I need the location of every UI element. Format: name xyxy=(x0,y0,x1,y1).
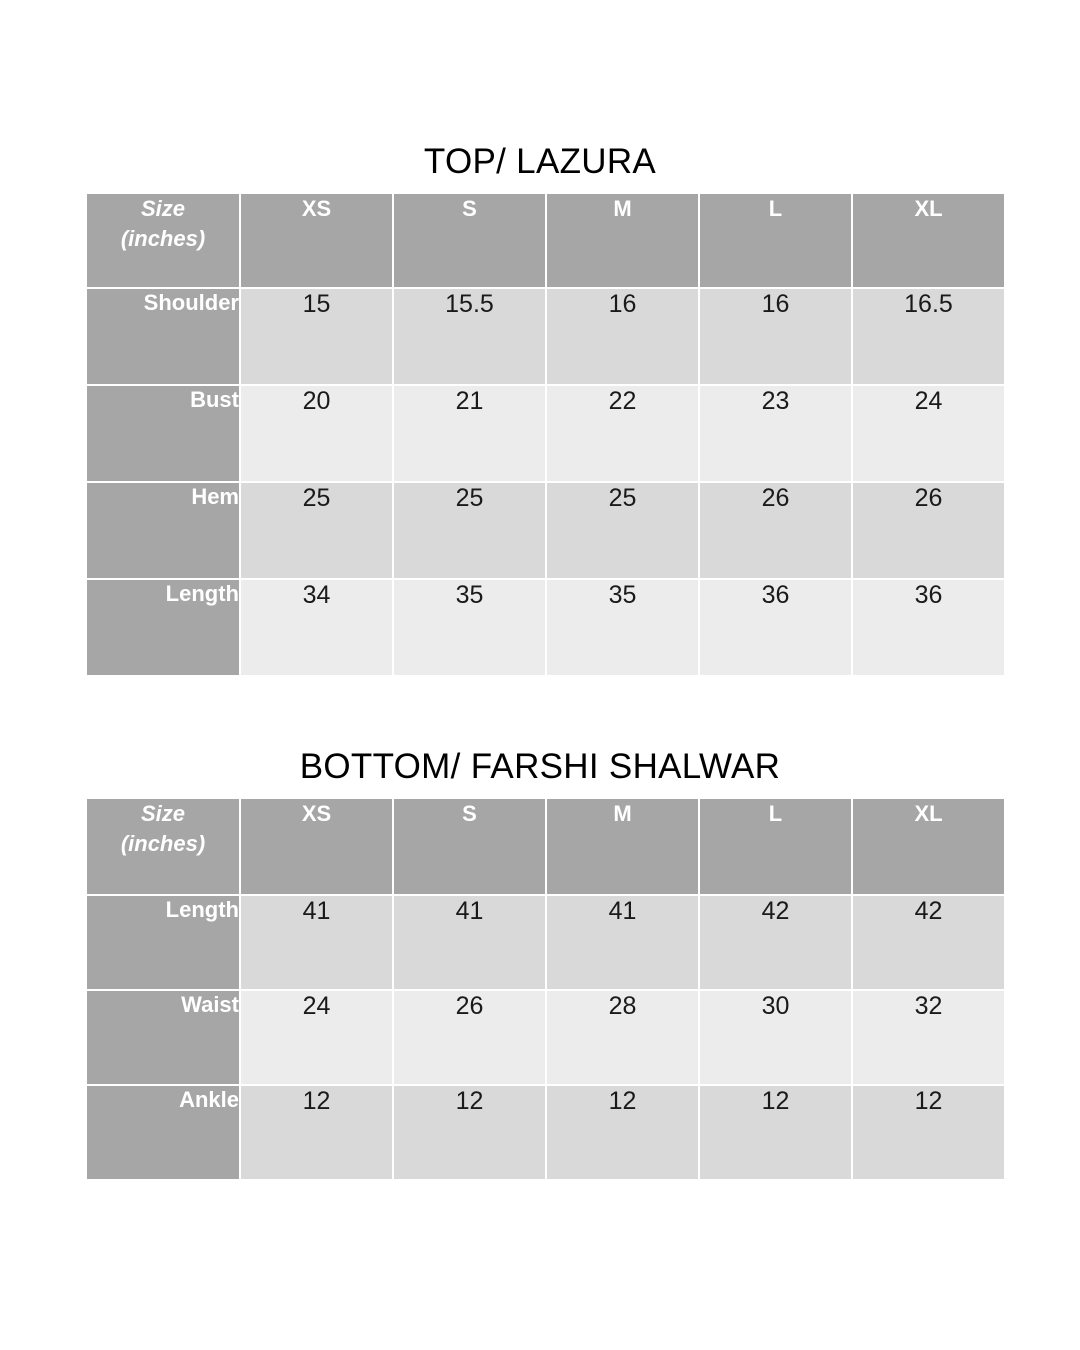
table-row: Length 34 35 35 36 36 xyxy=(87,580,1004,675)
cell-length-xs: 41 xyxy=(241,896,392,989)
size-label-line2: (inches) xyxy=(120,831,206,856)
cell-shoulder-xs: 15 xyxy=(241,289,392,384)
cell-length-m: 41 xyxy=(547,896,698,989)
cell-length-s: 41 xyxy=(394,896,545,989)
size-chart-section-bottom: BOTTOM/ FARSHI SHALWAR Size (inches) XS … xyxy=(85,745,1006,1181)
table-row: Bust 20 21 22 23 24 xyxy=(87,386,1004,481)
table-row: Hem 25 25 25 26 26 xyxy=(87,483,1004,578)
cell-length-l: 36 xyxy=(700,580,851,675)
size-label-line2: (inches) xyxy=(120,226,206,251)
table-header-row: Size (inches) XS S M L XL xyxy=(87,194,1004,287)
cell-hem-s: 25 xyxy=(394,483,545,578)
cell-length-xs: 34 xyxy=(241,580,392,675)
cell-ankle-xl: 12 xyxy=(853,1086,1004,1179)
size-chart-section-top: TOP/ LAZURA Size (inches) XS S M L XL xyxy=(85,140,1006,677)
cell-ankle-s: 12 xyxy=(394,1086,545,1179)
cell-ankle-xs: 12 xyxy=(241,1086,392,1179)
table-row: Shoulder 15 15.5 16 16 16.5 xyxy=(87,289,1004,384)
row-label-length: Length xyxy=(87,896,239,989)
column-header-s: S xyxy=(394,799,545,894)
cell-waist-s: 26 xyxy=(394,991,545,1084)
cell-bust-l: 23 xyxy=(700,386,851,481)
cell-waist-m: 28 xyxy=(547,991,698,1084)
cell-bust-xl: 24 xyxy=(853,386,1004,481)
table-row: Ankle 12 12 12 12 12 xyxy=(87,1086,1004,1179)
row-label-shoulder: Shoulder xyxy=(87,289,239,384)
row-label-waist: Waist xyxy=(87,991,239,1084)
cell-length-m: 35 xyxy=(547,580,698,675)
cell-hem-xs: 25 xyxy=(241,483,392,578)
column-header-l: L xyxy=(700,194,851,287)
cell-length-xl: 42 xyxy=(853,896,1004,989)
column-header-size: Size (inches) xyxy=(87,799,239,894)
column-header-l: L xyxy=(700,799,851,894)
cell-waist-xl: 32 xyxy=(853,991,1004,1084)
size-label-line1: Size xyxy=(140,196,186,221)
row-label-length: Length xyxy=(87,580,239,675)
cell-bust-m: 22 xyxy=(547,386,698,481)
cell-hem-xl: 26 xyxy=(853,483,1004,578)
column-header-size: Size (inches) xyxy=(87,194,239,287)
cell-bust-xs: 20 xyxy=(241,386,392,481)
table-header-row: Size (inches) XS S M L XL xyxy=(87,799,1004,894)
cell-length-l: 42 xyxy=(700,896,851,989)
cell-ankle-l: 12 xyxy=(700,1086,851,1179)
cell-shoulder-xl: 16.5 xyxy=(853,289,1004,384)
page-title-top: TOP/ LAZURA xyxy=(423,142,657,181)
column-header-xl: XL xyxy=(853,194,1004,287)
cell-ankle-m: 12 xyxy=(547,1086,698,1179)
column-header-s: S xyxy=(394,194,545,287)
column-header-xs: XS xyxy=(241,799,392,894)
table-row: Length 41 41 41 42 42 xyxy=(87,896,1004,989)
size-label-line1: Size xyxy=(140,801,186,826)
cell-hem-l: 26 xyxy=(700,483,851,578)
column-header-m: M xyxy=(547,799,698,894)
cell-length-xl: 36 xyxy=(853,580,1004,675)
column-header-xs: XS xyxy=(241,194,392,287)
cell-shoulder-m: 16 xyxy=(547,289,698,384)
row-label-hem: Hem xyxy=(87,483,239,578)
cell-waist-xs: 24 xyxy=(241,991,392,1084)
row-label-ankle: Ankle xyxy=(87,1086,239,1179)
cell-length-s: 35 xyxy=(394,580,545,675)
page-title-bottom: BOTTOM/ FARSHI SHALWAR xyxy=(299,747,781,786)
cell-bust-s: 21 xyxy=(394,386,545,481)
column-header-xl: XL xyxy=(853,799,1004,894)
cell-waist-l: 30 xyxy=(700,991,851,1084)
column-header-m: M xyxy=(547,194,698,287)
size-table-bottom: Size (inches) XS S M L XL Length 41 41 4… xyxy=(85,797,1006,1181)
row-label-bust: Bust xyxy=(87,386,239,481)
size-table-top: Size (inches) XS S M L XL Shoulder 15 15… xyxy=(85,192,1006,677)
cell-hem-m: 25 xyxy=(547,483,698,578)
cell-shoulder-l: 16 xyxy=(700,289,851,384)
table-row: Waist 24 26 28 30 32 xyxy=(87,991,1004,1084)
cell-shoulder-s: 15.5 xyxy=(394,289,545,384)
